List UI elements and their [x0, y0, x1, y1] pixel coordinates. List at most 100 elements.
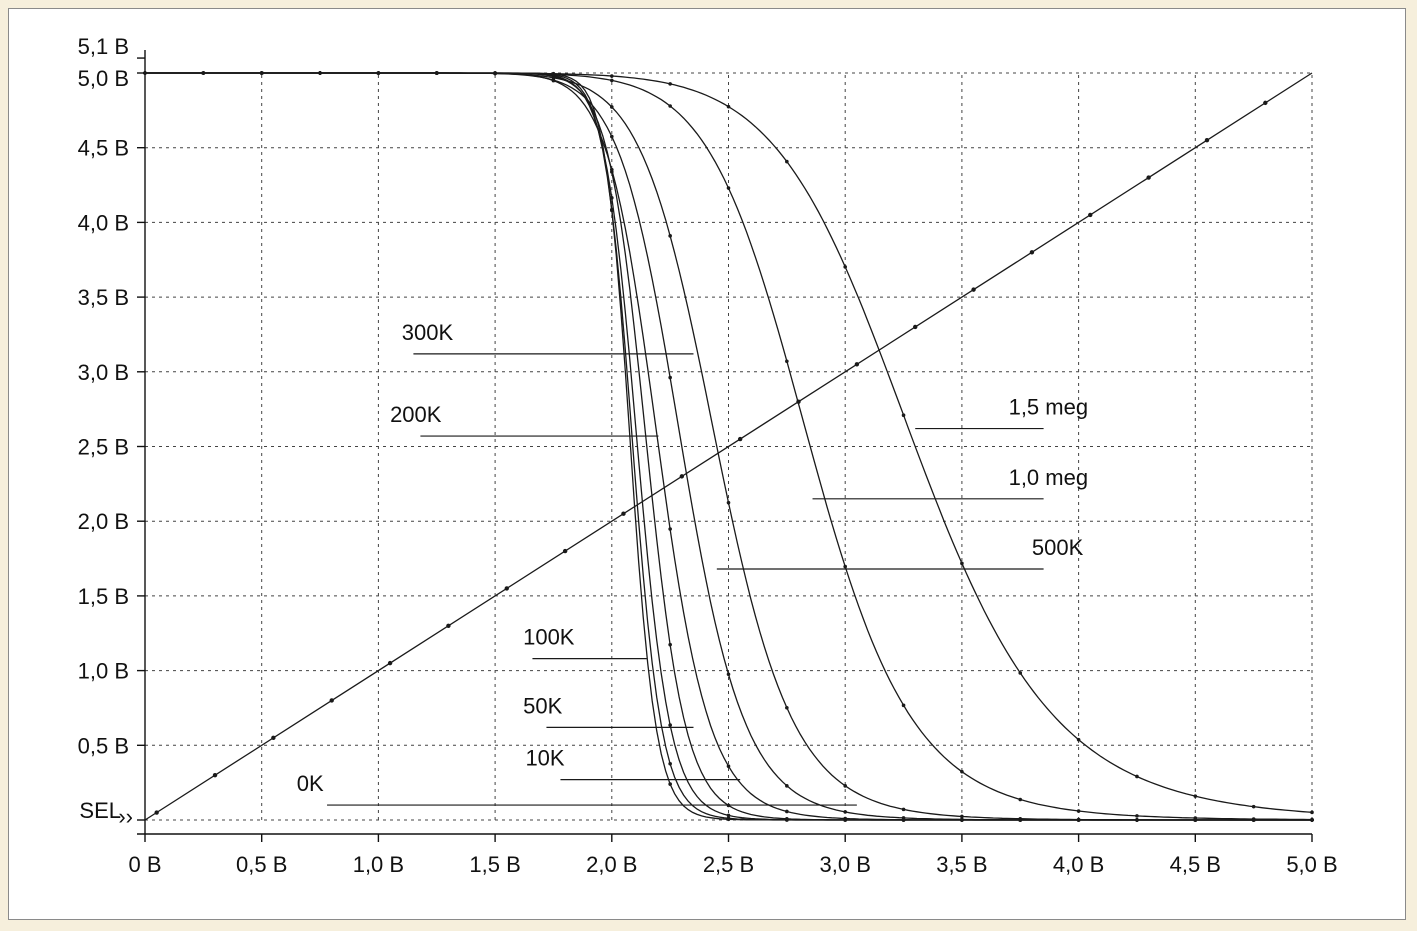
curve-marker — [551, 71, 556, 76]
reference-marker — [913, 324, 918, 330]
curve-marker — [1193, 816, 1198, 820]
curve-marker — [434, 71, 439, 75]
y-tick-label: 5,1 B — [78, 34, 129, 59]
y-tick-label: 3,0 B — [78, 360, 129, 385]
reference-marker — [271, 735, 276, 741]
curve-marker — [785, 816, 789, 821]
x-tick-label: 4,5 B — [1170, 852, 1221, 877]
y-baseline-label: SEL — [79, 798, 121, 823]
curve-marker — [1310, 810, 1314, 815]
curve-label: 300K — [402, 320, 454, 345]
curve-marker — [1310, 817, 1314, 822]
reference-marker — [854, 362, 860, 367]
curve-marker — [1018, 816, 1023, 821]
reference-marker — [329, 698, 334, 703]
curve-marker — [1018, 797, 1023, 802]
curve-marker — [143, 71, 147, 75]
curve-marker — [843, 784, 847, 788]
curve-marker — [726, 813, 731, 818]
curve-marker — [610, 167, 614, 172]
y-baseline-marker: ›› — [118, 804, 133, 829]
curve-marker — [843, 564, 847, 569]
curve-marker — [726, 816, 731, 821]
y-tick-label: 2,0 B — [78, 509, 129, 534]
curve-label: 500K — [1032, 535, 1084, 560]
curve-marker — [1135, 814, 1139, 818]
curve-marker — [726, 500, 731, 505]
x-tick-label: 0 B — [128, 852, 161, 877]
y-tick-label: 4,5 B — [78, 136, 129, 161]
curve-marker — [785, 784, 789, 788]
curve-marker — [610, 105, 614, 109]
y-tick-label: 1,0 B — [78, 659, 129, 684]
curve-marker — [668, 82, 672, 86]
curve-marker — [610, 134, 614, 139]
curves — [143, 71, 1314, 822]
curve-marker — [726, 764, 731, 769]
reference-marker — [737, 436, 743, 442]
curve-label: 100K — [523, 625, 575, 650]
curve-marker — [668, 723, 672, 727]
curve-marker — [1193, 794, 1198, 798]
curve-marker — [493, 71, 497, 75]
curve-marker — [726, 186, 731, 190]
x-tick-label: 4,0 B — [1053, 852, 1104, 877]
curve-marker — [610, 74, 614, 78]
curve-marker — [668, 527, 672, 531]
curve-marker — [610, 78, 614, 83]
reference-marker — [621, 511, 626, 516]
grid — [145, 72, 1313, 821]
reference-marker — [562, 548, 568, 554]
curve-label: 200K — [390, 402, 442, 427]
curve-marker — [1076, 809, 1081, 813]
x-tick-label: 5,0 B — [1286, 852, 1337, 877]
curve-label: 1,5 meg — [1009, 395, 1089, 420]
curve-marker — [960, 817, 964, 822]
curve-marker — [785, 159, 789, 164]
curve-marker — [785, 809, 789, 814]
x-tick-label: 1,5 B — [469, 852, 520, 877]
curve-labels: 0K 10K 50K 100K 200K 300K 500K 1,0 meg 1,5 meg — [297, 320, 1089, 806]
curve-marker — [901, 807, 906, 812]
curve-marker — [551, 75, 556, 80]
reference-line — [144, 72, 1313, 821]
curve-label: 1,0 meg — [1009, 465, 1089, 490]
reference-marker — [1263, 100, 1268, 106]
curve-marker — [843, 810, 847, 814]
curve-marker — [901, 816, 906, 820]
curve-1-5-meg — [145, 72, 1313, 813]
y-tick-label: 0,5 B — [78, 733, 129, 758]
curve-marker — [1251, 817, 1256, 821]
curve-marker — [901, 703, 906, 708]
curve-marker — [610, 196, 614, 200]
x-tick-label: 3,0 B — [820, 852, 871, 877]
curve-marker — [785, 705, 789, 710]
reference-marker — [1146, 175, 1151, 180]
reference-marker — [387, 660, 393, 666]
curve-marker — [901, 413, 906, 418]
curve-marker — [318, 71, 322, 75]
curve-marker — [726, 104, 731, 109]
curve-marker — [376, 71, 381, 75]
tick-labels: 0,5 B 1,0 B 1,5 B 2,0 B 2,5 B 3,0 B 3,5 B 4,0 B… — [78, 34, 1338, 877]
y-tick-label: 5,0 B — [78, 66, 129, 91]
reference-marker — [154, 810, 159, 815]
reference-marker — [504, 586, 509, 591]
curve-label: 10K — [525, 746, 564, 771]
curve-marker — [668, 761, 672, 766]
x-tick-label: 2,5 B — [703, 852, 754, 877]
curve-marker — [960, 561, 964, 566]
reference-marker — [446, 623, 451, 628]
curve-marker — [1135, 818, 1139, 822]
y-tick-label: 2,5 B — [78, 435, 129, 460]
curve-marker — [1018, 671, 1023, 675]
x-tick-label: 0,5 B — [236, 852, 287, 877]
reference-marker — [212, 772, 218, 778]
reference-marker — [679, 474, 685, 479]
curve-marker — [843, 816, 847, 821]
curve-marker — [785, 359, 789, 364]
curve-marker — [668, 104, 672, 108]
y-tick-label: 1,5 B — [78, 584, 129, 609]
curve-marker — [726, 672, 731, 677]
curve-marker — [668, 234, 672, 238]
